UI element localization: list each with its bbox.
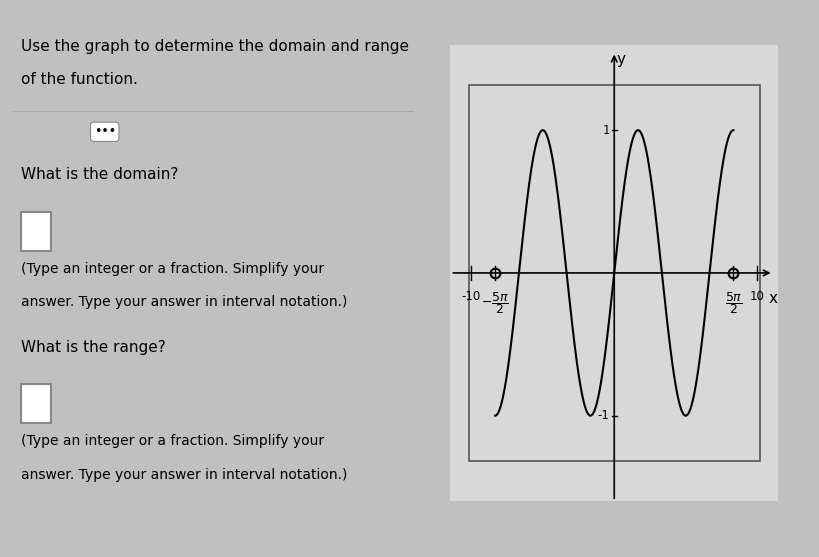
Text: -10: -10: [462, 290, 481, 303]
Text: $\dfrac{5\pi}{2}$: $\dfrac{5\pi}{2}$: [725, 290, 742, 316]
Text: of the function.: of the function.: [21, 72, 138, 87]
Text: (Type an integer or a fraction. Simplify your: (Type an integer or a fraction. Simplify…: [21, 434, 324, 448]
Text: answer. Type your answer in interval notation.): answer. Type your answer in interval not…: [21, 295, 348, 309]
Text: (Type an integer or a fraction. Simplify your: (Type an integer or a fraction. Simplify…: [21, 262, 324, 276]
Text: $-\dfrac{5\pi}{2}$: $-\dfrac{5\pi}{2}$: [481, 290, 509, 316]
Text: answer. Type your answer in interval notation.): answer. Type your answer in interval not…: [21, 468, 348, 482]
Bar: [21, 384, 51, 423]
Text: y: y: [617, 52, 626, 67]
Text: 1: 1: [602, 124, 609, 136]
Text: x: x: [769, 291, 778, 306]
Bar: [21, 212, 51, 251]
Text: -1: -1: [598, 409, 609, 422]
Text: What is the range?: What is the range?: [21, 340, 166, 355]
Text: 10: 10: [749, 290, 765, 303]
Text: What is the domain?: What is the domain?: [21, 167, 179, 182]
Text: Use the graph to determine the domain and range: Use the graph to determine the domain an…: [21, 39, 409, 54]
Text: •••: •••: [93, 125, 115, 138]
Bar: [468, 85, 760, 461]
